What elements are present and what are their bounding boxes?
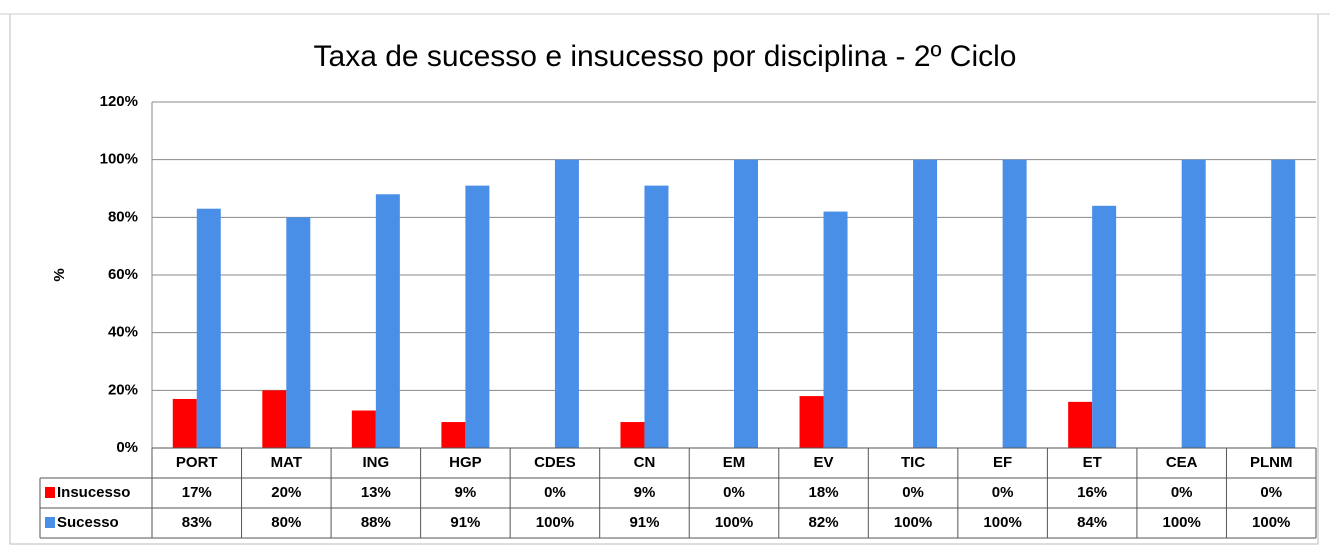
x-tick-label: EM (723, 454, 746, 471)
data-label: 0% (723, 484, 745, 501)
x-tick-label: PLNM (1250, 454, 1293, 471)
data-label: 100% (1163, 514, 1201, 531)
data-label: 9% (634, 484, 656, 501)
data-label: 91% (629, 514, 659, 531)
data-label: 0% (544, 484, 566, 501)
bar (1092, 205, 1117, 448)
x-tick-label: CN (634, 454, 656, 471)
data-label: 100% (536, 514, 574, 531)
x-tick-label: EF (993, 454, 1012, 471)
y-tick-label: 40% (108, 324, 138, 341)
x-tick-label: EV (814, 454, 834, 471)
data-label: 16% (1077, 484, 1107, 501)
legend-swatch (45, 487, 55, 498)
data-label: 82% (809, 514, 839, 531)
bar (1068, 401, 1093, 448)
bar (913, 159, 938, 448)
data-label: 80% (271, 514, 301, 531)
x-tick-label: CDES (534, 454, 576, 471)
y-axis-label: % (51, 268, 68, 281)
data-label: 100% (983, 514, 1021, 531)
bar (734, 159, 758, 448)
x-tick-label: MAT (271, 454, 302, 471)
bar (1271, 159, 1296, 448)
bar (1181, 159, 1206, 448)
bar (620, 422, 645, 448)
y-tick-label: 60% (108, 266, 138, 283)
data-label: 84% (1077, 514, 1107, 531)
data-label: 0% (902, 484, 924, 501)
data-label: 20% (271, 484, 301, 501)
bar (196, 208, 221, 448)
y-tick-label: 120% (100, 93, 138, 110)
bar (286, 217, 311, 448)
data-label: 0% (1171, 484, 1193, 501)
data-label: 17% (182, 484, 212, 501)
x-tick-label: PORT (176, 454, 218, 471)
y-tick-label: 80% (108, 208, 138, 225)
bar (441, 422, 466, 448)
bar (823, 211, 848, 448)
legend-swatch (45, 517, 55, 528)
data-label: 100% (715, 514, 753, 531)
bar (172, 398, 197, 448)
legend-label: Sucesso (57, 514, 119, 531)
x-tick-label: HGP (449, 454, 482, 471)
data-label: 9% (455, 484, 477, 501)
y-tick-label: 0% (116, 439, 138, 456)
bar (799, 396, 824, 448)
x-tick-label: CEA (1166, 454, 1198, 471)
bar (375, 194, 400, 448)
data-label: 91% (450, 514, 480, 531)
x-tick-label: ING (363, 454, 390, 471)
data-label: 18% (809, 484, 839, 501)
bar (554, 159, 579, 448)
bar (262, 390, 287, 448)
chart-title: Taxa de sucesso e insucesso por discipli… (314, 40, 1017, 73)
data-label: 0% (992, 484, 1014, 501)
data-label: 100% (894, 514, 932, 531)
bar (351, 410, 376, 448)
bar (465, 185, 490, 448)
x-tick-label: ET (1083, 454, 1102, 471)
data-label: 100% (1252, 514, 1290, 531)
y-tick-label: 20% (108, 381, 138, 398)
data-label: 88% (361, 514, 391, 531)
bar (1002, 159, 1027, 448)
data-label: 13% (361, 484, 391, 501)
data-label: 0% (1260, 484, 1282, 501)
legend-label: Insucesso (57, 484, 130, 501)
x-tick-label: TIC (901, 454, 925, 471)
bar (644, 185, 669, 448)
y-tick-label: 100% (100, 151, 138, 168)
data-label: 83% (182, 514, 212, 531)
